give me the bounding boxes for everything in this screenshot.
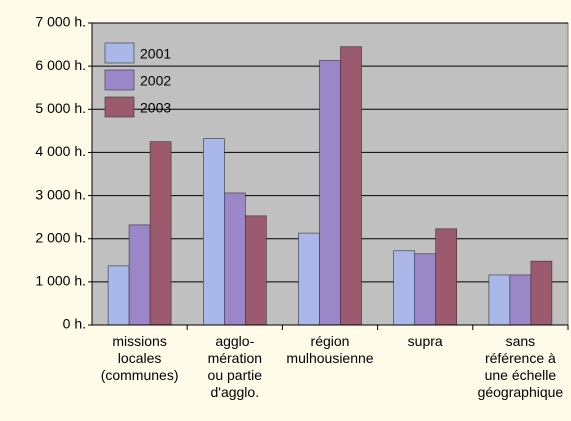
x-tick-label: sans référence à une échelle géographiqu… xyxy=(477,333,564,400)
y-tick-label: 7 000 h. xyxy=(35,14,86,30)
bar xyxy=(530,260,553,326)
bar xyxy=(509,274,532,326)
y-tick-label: 3 000 h. xyxy=(35,186,86,202)
legend-swatch xyxy=(104,69,135,91)
bar xyxy=(340,46,362,326)
bar xyxy=(128,224,151,326)
legend-swatch xyxy=(104,42,135,64)
legend-swatch xyxy=(104,96,135,118)
y-tick-label: 0 h. xyxy=(63,316,86,332)
legend-label: 2003 xyxy=(140,100,171,116)
y-tick-label: 4 000 h. xyxy=(35,143,86,159)
x-tick-label: missions locales (communes) xyxy=(100,333,179,383)
x-tick-label: supra xyxy=(407,333,443,349)
y-tick-label: 1 000 h. xyxy=(35,273,86,289)
x-tick-label: agglo- mération ou partie d'agglo. xyxy=(207,333,263,400)
bar xyxy=(435,228,458,326)
bar xyxy=(203,138,225,326)
y-tick-label: 2 000 h. xyxy=(35,229,86,245)
y-tick-label: 6 000 h. xyxy=(35,57,86,73)
legend-label: 2002 xyxy=(140,73,171,89)
bar xyxy=(107,265,130,326)
bar xyxy=(414,253,437,326)
bar xyxy=(319,60,341,326)
bar xyxy=(224,192,246,326)
x-tick-label: région mulhousienne xyxy=(286,333,374,366)
bar xyxy=(149,141,172,326)
bar xyxy=(393,250,416,326)
y-tick-label: 5 000 h. xyxy=(35,100,86,116)
bar xyxy=(488,274,511,326)
bar xyxy=(298,232,320,326)
legend-label: 2001 xyxy=(140,46,171,62)
bar xyxy=(245,215,267,326)
